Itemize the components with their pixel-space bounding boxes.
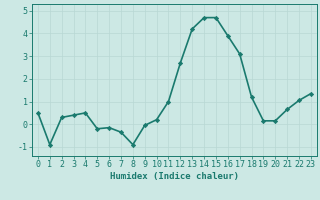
- X-axis label: Humidex (Indice chaleur): Humidex (Indice chaleur): [110, 172, 239, 181]
